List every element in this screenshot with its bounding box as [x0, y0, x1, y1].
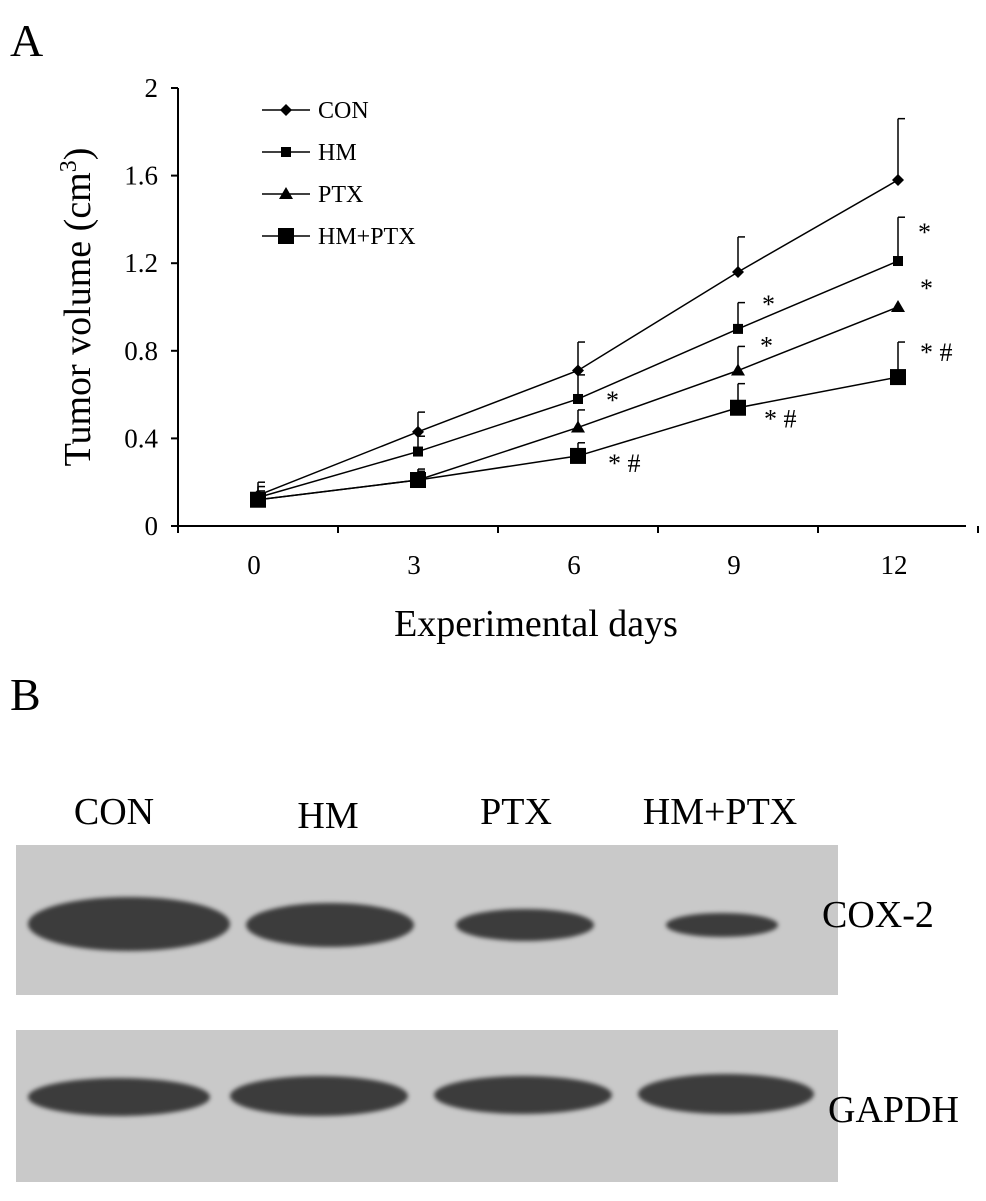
y-tick-label: 0	[145, 511, 159, 541]
blot-label-cox2: COX-2	[822, 894, 934, 936]
data-point	[892, 173, 904, 186]
blot-label-gapdh: GAPDH	[828, 1089, 959, 1131]
lane-label: HM+PTX	[642, 791, 798, 833]
panel-a-label: A	[10, 15, 44, 66]
y-tick-label: 0.8	[124, 336, 158, 366]
band-gapdh-hm	[230, 1076, 408, 1116]
significance-label: *	[918, 218, 931, 247]
data-point	[730, 399, 746, 416]
y-tick-label: 2	[145, 73, 159, 103]
x-axis-title: Experimental days	[394, 603, 678, 645]
data-point	[413, 446, 423, 457]
legend-marker	[281, 147, 291, 157]
band-gapdh-hmptx	[638, 1074, 814, 1114]
blot-cox2	[16, 845, 838, 995]
legend-marker	[280, 104, 292, 116]
panel-b-label: B	[10, 669, 41, 720]
band-cox2-hmptx	[666, 913, 778, 937]
significance-label: * #	[608, 449, 641, 478]
significance-label: *	[606, 386, 619, 415]
y-axis-title: Tumor volume (cm3)	[56, 148, 99, 467]
legend-label: PTX	[318, 182, 363, 208]
significance-label: * #	[920, 338, 953, 367]
significance-label: *	[762, 290, 775, 319]
significance-label: *	[920, 274, 933, 303]
y-tick-label: 1.2	[124, 248, 158, 278]
band-cox2-ptx	[456, 909, 594, 941]
significance-label: *	[760, 332, 773, 361]
data-point	[733, 323, 743, 334]
x-tick-label: 0	[247, 550, 261, 580]
data-point	[412, 425, 424, 438]
lane-label: PTX	[480, 791, 552, 833]
x-tick-label: 6	[567, 550, 581, 580]
band-gapdh-con	[28, 1078, 210, 1116]
data-point	[250, 491, 266, 508]
line-chart: 0 0.4 0.8 1.2 1.6 2 0 3 6 9 12 Experimental days Tum…	[56, 73, 979, 645]
data-point	[572, 364, 584, 377]
data-point	[731, 363, 745, 376]
x-tick-label: 3	[407, 550, 421, 580]
y-tick-label: 0.4	[124, 423, 158, 453]
data-point	[891, 300, 905, 312]
y-tick-label: 1.6	[124, 161, 158, 191]
data-point	[571, 420, 585, 433]
legend-label: HM	[318, 140, 357, 166]
data-point	[890, 369, 906, 386]
blot-gapdh	[16, 1030, 838, 1182]
data-point	[573, 393, 583, 404]
legend-marker	[278, 228, 294, 244]
significance-label: * #	[764, 405, 797, 434]
band-cox2-hm	[246, 903, 414, 947]
lane-label: CON	[73, 791, 155, 833]
legend-label: CON	[318, 98, 369, 124]
x-tick-label: 9	[727, 550, 741, 580]
lane-label: HM	[297, 795, 359, 837]
band-gapdh-ptx	[434, 1076, 612, 1114]
data-point	[893, 256, 903, 267]
data-point	[732, 265, 744, 278]
legend-label: HM+PTX	[318, 224, 416, 250]
band-cox2-con	[28, 897, 230, 951]
data-point	[570, 447, 586, 464]
x-tick-label: 12	[881, 550, 908, 580]
data-point	[410, 472, 426, 489]
legend-marker	[279, 187, 293, 199]
